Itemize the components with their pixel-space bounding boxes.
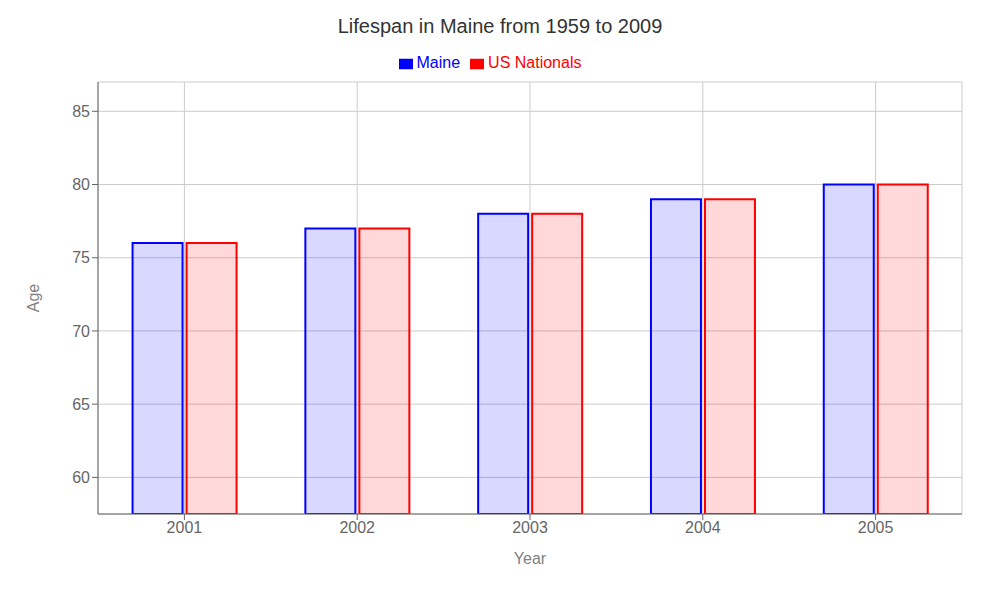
html-text:Lifespan in Maine from 1959 to: Lifespan in Maine from 1959 to 2009 — [337, 15, 663, 37]
html-text:Maine: Maine — [416, 54, 461, 71]
svg-text:2004: 2004 — [685, 519, 721, 536]
svg-text:70: 70 — [72, 323, 90, 340]
svg-text:75: 75 — [72, 249, 90, 266]
svg-text:Age: Age — [25, 284, 42, 313]
svg-text:2005: 2005 — [858, 519, 894, 536]
svg-text:2003: 2003 — [512, 519, 548, 536]
html-text:US Nationals: US Nationals — [488, 54, 582, 71]
svg-text:2002: 2002 — [339, 519, 375, 536]
svg-text:65: 65 — [72, 396, 90, 413]
svg-text:85: 85 — [72, 103, 90, 120]
svg-text:2001: 2001 — [167, 519, 203, 536]
svg-text:60: 60 — [72, 469, 90, 486]
svg-text:Year: Year — [514, 550, 547, 567]
svg-text:80: 80 — [72, 176, 90, 193]
